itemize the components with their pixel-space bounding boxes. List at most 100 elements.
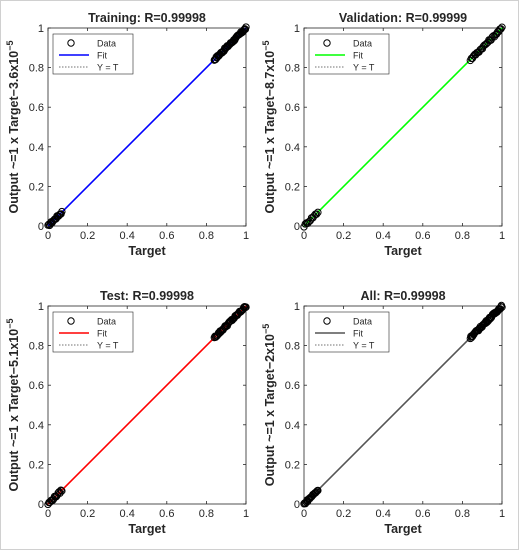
y-tick-label: 0.2 xyxy=(29,459,44,471)
legend-label-fit: Fit xyxy=(353,51,363,61)
data-point xyxy=(242,23,250,31)
x-tick-label: 0.8 xyxy=(455,508,470,520)
x-axis-label: Target xyxy=(128,244,166,258)
data-point xyxy=(242,303,250,311)
y-label-exp-sup: −5 xyxy=(261,41,271,51)
y-tick-label: 0.2 xyxy=(29,181,44,193)
data-point xyxy=(57,486,65,494)
legend-marker-data xyxy=(323,39,331,47)
x-tick-label: 1 xyxy=(499,230,505,242)
legend-box xyxy=(52,311,134,353)
y-label-exp-base: x10 xyxy=(263,334,277,355)
y-tick-label: 0 xyxy=(38,499,44,511)
legend-label-data: Data xyxy=(97,39,116,49)
y-label-offset: −3.6 xyxy=(7,72,21,97)
x-tick-label: 0 xyxy=(45,508,51,520)
y-tick-label: 0.2 xyxy=(285,181,300,193)
y-label-exp-sup: −5 xyxy=(261,324,271,334)
data-point xyxy=(312,488,321,496)
y-tick-label: 0.4 xyxy=(29,420,44,432)
legend-label-identity: Y = T xyxy=(97,341,119,351)
legend-box xyxy=(308,311,390,353)
data-point xyxy=(498,23,506,31)
x-tick-label: 0.6 xyxy=(159,230,174,242)
legend-label-fit: Fit xyxy=(97,51,107,61)
legend-label-data: Data xyxy=(97,317,116,327)
x-tick-label: 0 xyxy=(301,508,307,520)
y-tick-label: 0 xyxy=(294,499,300,511)
y-tick-label: 0.4 xyxy=(285,420,300,432)
legend-marker-data xyxy=(323,317,331,325)
x-tick-label: 0.2 xyxy=(80,230,95,242)
y-label-offset: −2 xyxy=(263,355,277,369)
y-tick-label: 0.6 xyxy=(29,380,44,392)
y-label-main: Output ~=1 x Target xyxy=(7,373,21,491)
y-label-exp-base: x10 xyxy=(7,329,21,350)
y-tick-label: 0.4 xyxy=(285,142,300,154)
legend-marker-data xyxy=(67,317,75,325)
regression-panel-3: 0 0.2 0.4 0.6 0.8 1 0 0.2 0.4 0.6 0.8 1 Test: R=0.99… xyxy=(5,289,250,536)
legend-label-fit: Fit xyxy=(97,329,107,339)
legend-label-identity: Y = T xyxy=(353,341,375,351)
regression-panel-4: 0 0.2 0.4 0.6 0.8 1 0 0.2 0.4 0.6 0.8 1 All: R=0.999… xyxy=(261,289,506,536)
data-point xyxy=(56,489,64,497)
regression-panel-2: 0 0.2 0.4 0.6 0.8 1 0 0.2 0.4 0.6 0.8 1 Validation: … xyxy=(261,11,506,258)
x-tick-label: 0.2 xyxy=(80,508,95,520)
x-tick-label: 0.6 xyxy=(415,230,430,242)
legend-label-identity: Y = T xyxy=(353,63,375,73)
x-tick-label: 0.6 xyxy=(415,508,430,520)
data-point xyxy=(314,486,322,495)
y-tick-label: 0.8 xyxy=(285,341,300,353)
regression-panel-1: 0 0.2 0.4 0.6 0.8 1 0 0.2 0.4 0.6 0.8 1 Training: R=… xyxy=(5,11,250,258)
y-tick-label: 0.6 xyxy=(285,380,300,392)
x-tick-label: 0.2 xyxy=(336,230,351,242)
x-tick-label: 0 xyxy=(45,230,51,242)
data-point xyxy=(497,25,505,33)
data-point xyxy=(312,210,321,218)
x-tick-label: 0.4 xyxy=(376,230,391,242)
data-point xyxy=(311,489,320,497)
plot-title: All: R=0.99998 xyxy=(360,289,445,303)
data-point xyxy=(305,217,313,226)
y-label-main: Output ~=1 x Target xyxy=(263,95,277,213)
y-tick-label: 1 xyxy=(294,23,300,35)
x-axis-label: Target xyxy=(128,522,166,536)
legend-marker-data xyxy=(67,39,75,47)
data-point xyxy=(304,219,312,227)
legend-label-fit: Fit xyxy=(353,329,363,339)
data-point xyxy=(58,487,66,495)
y-tick-label: 1 xyxy=(38,23,44,35)
x-tick-label: 0.8 xyxy=(455,230,470,242)
y-tick-label: 0.8 xyxy=(285,63,300,75)
x-tick-label: 0.4 xyxy=(120,230,135,242)
y-label-exp-sup: −5 xyxy=(5,41,15,51)
y-tick-label: 0.8 xyxy=(29,63,44,75)
y-tick-label: 0.2 xyxy=(285,459,300,471)
plot-title: Training: R=0.99998 xyxy=(88,11,206,25)
x-tick-label: 0.4 xyxy=(120,508,135,520)
y-axis-label: Output ~=1 x Target−2x10−5 xyxy=(261,324,277,487)
x-tick-label: 0 xyxy=(301,230,307,242)
x-tick-label: 0.4 xyxy=(376,508,391,520)
x-tick-label: 0.8 xyxy=(199,508,214,520)
x-tick-label: 0.6 xyxy=(159,508,174,520)
y-label-exp-base: x10 xyxy=(263,51,277,72)
y-label-offset: −8.7 xyxy=(263,72,277,97)
x-tick-label: 1 xyxy=(243,508,249,520)
y-tick-label: 0.6 xyxy=(285,102,300,114)
y-tick-label: 1 xyxy=(38,301,44,313)
y-axis-label: Output ~=1 x Target−8.7x10−5 xyxy=(261,41,277,214)
y-tick-label: 0 xyxy=(38,221,44,233)
y-label-exp-base: x10 xyxy=(7,51,21,72)
y-label-offset: −5.1 xyxy=(7,350,21,375)
legend-label-data: Data xyxy=(353,39,372,49)
data-point xyxy=(498,303,506,311)
legend-label-data: Data xyxy=(353,317,372,327)
y-label-exp-sup: −5 xyxy=(5,319,15,329)
plot-title: Test: R=0.99998 xyxy=(100,289,194,303)
x-tick-label: 0.8 xyxy=(199,230,214,242)
y-axis-label: Output ~=1 x Target−3.6x10−5 xyxy=(5,41,21,214)
x-tick-label: 1 xyxy=(499,508,505,520)
